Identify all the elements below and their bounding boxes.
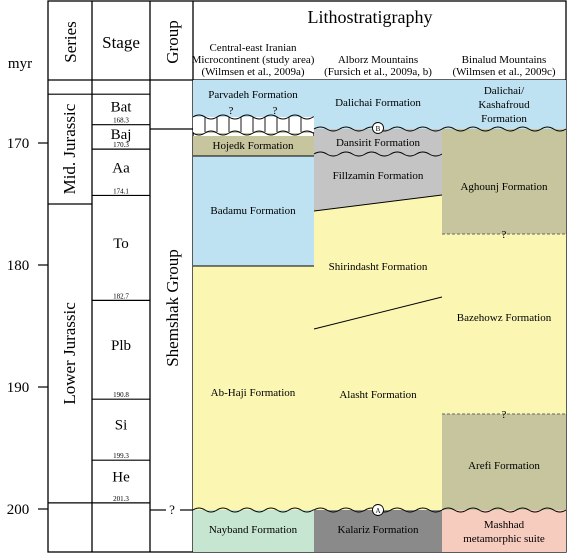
dalichai-label: Dalichai Formation: [335, 97, 421, 109]
marker-a: [372, 504, 384, 516]
region-binalud-name: Binalud Mountains: [462, 54, 547, 66]
arefi-label: Arefi Formation: [468, 460, 540, 472]
bazehowz-label: Bazehowz Formation: [457, 312, 552, 324]
time-axis: 170 180 190 200: [7, 136, 48, 518]
group-question: ?: [169, 502, 175, 517]
region-alborz-name: Alborz Mountains: [338, 54, 418, 66]
axis-tick-label: 170: [7, 136, 30, 152]
marker-a-label: A: [375, 507, 380, 515]
region-alborz-header: Alborz Mountains (Fursich et al., 2009a,…: [324, 54, 432, 78]
stage-age: 174.1: [113, 187, 129, 195]
parvadeh-label: Parvadeh Formation: [208, 89, 298, 101]
central-column: Parvadeh Formation ? ? Hojedk Formation …: [192, 80, 315, 552]
ab-haji-label: Ab-Haji Formation: [211, 387, 296, 399]
stage-label: He: [112, 470, 130, 486]
shirindasht-formation: [314, 195, 442, 329]
parvadeh-question-1: ?: [229, 105, 234, 117]
mashhad-label-2: metamorphic suite: [463, 533, 545, 545]
dalichai-kashafroud-label-2: Kashafroud: [478, 99, 530, 111]
mashhad-label-1: Mashhad: [484, 519, 525, 531]
binalud-wavy-2: [441, 507, 567, 513]
bazehowz-formation: [442, 234, 566, 414]
dalichai-kashafroud-label-1: Dalichai/: [484, 85, 525, 97]
fillzamin-formation: [314, 154, 442, 211]
stage-label: Baj: [111, 127, 132, 143]
dalichai-formation: [314, 80, 442, 129]
alborz-wavy-2: [313, 151, 443, 157]
ab-haji-formation: [193, 266, 314, 510]
dalichai-kashafroud-label-3: Formation: [481, 113, 527, 125]
series-column: Mid. Jurassic Lower Jurassic: [48, 93, 92, 504]
alasht-label: Alasht Formation: [339, 389, 417, 401]
region-central-header: Central-east Iranian Microcontinent (stu…: [192, 42, 315, 78]
shirindasht-label: Shirindasht Formation: [329, 261, 428, 273]
stage-age: 170.3: [113, 141, 129, 149]
group-header: Group: [163, 20, 182, 63]
stage-label: Plb: [111, 338, 131, 354]
dalichai-kashafroud-formation: [442, 80, 566, 129]
myr-header: myr: [8, 56, 32, 72]
stage-age: 168.3: [113, 117, 129, 125]
hojedk-label: Hojedk Formation: [213, 140, 294, 152]
series-header: Series: [61, 21, 80, 63]
axis-tick-label: 190: [7, 380, 30, 396]
stage-header: Stage: [102, 33, 140, 52]
region-central-ref: (Wilmsen et al., 2009a): [201, 66, 304, 78]
nayband-label: Nayband Formation: [209, 524, 298, 536]
stage-label: Si: [115, 418, 128, 434]
shemshak-group-label: Shemshak Group: [163, 249, 182, 367]
badamu-label: Badamu Formation: [210, 205, 296, 217]
central-wavy-mid: [192, 130, 315, 136]
hojedk-formation: [193, 136, 314, 156]
region-binalud-header: Binalud Mountains (Wilmsen et al., 2009c…: [452, 54, 555, 78]
arefi-formation: [442, 414, 566, 510]
alasht-formation: [314, 297, 442, 510]
stage-age: 199.3: [113, 452, 129, 460]
kalariz-label: Kalariz Formation: [338, 524, 419, 536]
central-wavy-bottom: [192, 507, 315, 513]
fillzamin-label: Fillzamin Formation: [333, 170, 424, 182]
axis-tick-label: 180: [7, 258, 30, 274]
region-binalud-ref: (Wilmsen et al., 2009c): [452, 66, 555, 78]
axis-tick-label: 200: [7, 502, 30, 518]
region-central-line2: Microcontinent (study area): [192, 54, 315, 66]
central-wavy-top: [192, 114, 315, 120]
series-label: Lower Jurassic: [60, 302, 79, 405]
region-alborz-ref: (Fursich et al., 2009a, b): [324, 66, 432, 78]
hiatus-zone: [193, 117, 314, 132]
binalud-question-2: ?: [502, 409, 507, 421]
parvadeh-question-2: ?: [273, 105, 278, 117]
alborz-column: B A Dalichai Formation Dansirit Formatio…: [313, 80, 443, 552]
binalud-column: Dalichai/ Kashafroud Formation Aghounj F…: [441, 80, 567, 552]
dansirit-label: Dansirit Formation: [336, 137, 421, 149]
aghounj-label: Aghounj Formation: [460, 181, 548, 193]
kalariz-formation: [314, 510, 442, 552]
marker-b-label: B: [376, 125, 381, 133]
stage-label: To: [113, 236, 129, 252]
nayband-formation: [193, 510, 314, 552]
binalud-wavy-1: [441, 126, 567, 132]
region-central-name: Central-east Iranian: [209, 42, 297, 54]
stage-age: 201.3: [113, 495, 129, 503]
group-column: ? Shemshak Group: [150, 128, 193, 517]
series-label: Mid. Jurassic: [60, 103, 79, 194]
badamu-formation: [193, 156, 314, 266]
marker-b: [372, 122, 384, 134]
aghounj-formation: [442, 129, 566, 234]
stage-label: Bat: [111, 99, 133, 115]
stage-label: Aa: [112, 160, 130, 176]
mashhad-suite: [442, 510, 566, 552]
stage-age: 182.7: [113, 292, 129, 300]
stage-age: 190.8: [113, 391, 129, 399]
chart-title: Lithostratigraphy: [308, 7, 433, 27]
binalud-question-1: ?: [502, 229, 507, 241]
